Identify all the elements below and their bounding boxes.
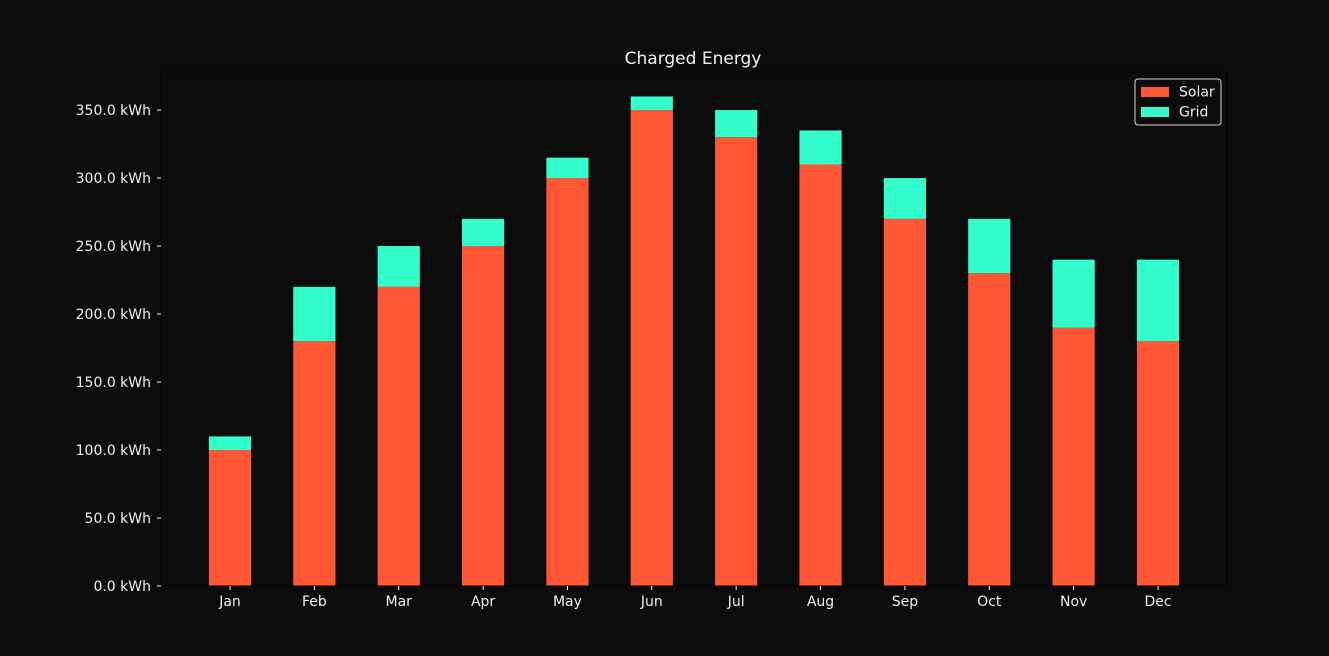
y-tick-label: 100.0 kWh [76,443,151,459]
bar-solar-oct [968,273,1011,586]
bar-grid-nov [1052,259,1095,328]
x-tick-label: Jul [727,594,745,610]
x-tick-label: Oct [977,594,1002,610]
bar-solar-aug [799,164,842,586]
legend: Solar Grid [1134,78,1222,126]
bar-grid-oct [968,218,1011,274]
x-tick-label: Nov [1060,594,1087,610]
legend-label-grid: Grid [1179,105,1208,121]
y-tick-label: 0.0 kWh [93,579,151,595]
y-tick-label: 250.0 kWh [76,239,151,255]
x-tick-label: Jun [640,594,663,610]
bar-solar-jun [630,110,673,586]
x-tick-label: Feb [302,594,327,610]
bar-solar-sep [883,218,926,587]
bar-solar-apr [462,246,505,587]
x-tick-label: Mar [386,594,413,610]
bar-grid-apr [462,218,505,247]
bar-solar-may [546,178,589,586]
y-tick-label: 350.0 kWh [76,103,151,119]
bar-solar-dec [1136,341,1180,586]
x-tick-label: Sep [892,594,919,610]
bar-grid-jun [630,96,673,111]
legend-swatch-grid [1141,107,1169,117]
bar-grid-jan [208,436,252,451]
legend-swatch-solar [1141,87,1169,97]
bar-solar-feb [293,341,336,586]
plot-frame [160,71,1228,587]
legend-label-solar: Solar [1179,85,1215,101]
y-tick-label: 50.0 kWh [85,511,151,527]
x-tick-label: Apr [471,594,495,610]
bar-solar-jan [208,450,252,586]
bar-grid-jul [715,110,758,138]
x-tick-label: Dec [1144,594,1171,610]
bar-solar-mar [377,286,420,586]
bar-grid-may [546,157,589,179]
y-tick-label: 150.0 kWh [76,375,151,391]
bar-solar-jul [715,137,758,586]
y-tick-label: 200.0 kWh [76,307,151,323]
x-tick-label: Aug [807,594,834,610]
y-tick-label: 300.0 kWh [76,171,151,187]
chart-title: Charged Energy [625,49,762,69]
bar-solar-nov [1052,327,1095,586]
bar-grid-mar [377,246,420,287]
x-tick-label: Jan [218,594,241,610]
bar-grid-feb [293,286,336,342]
bar-grid-aug [799,130,842,165]
x-tick-label: May [553,594,582,610]
axes-layer: 0.0 kWh 50.0 kWh 100.0 kWh 150.0 kWh 200.0 k… [76,71,1228,610]
bar-grid-dec [1136,259,1180,342]
bar-grid-sep [883,178,926,219]
bars-layer [208,96,1180,587]
